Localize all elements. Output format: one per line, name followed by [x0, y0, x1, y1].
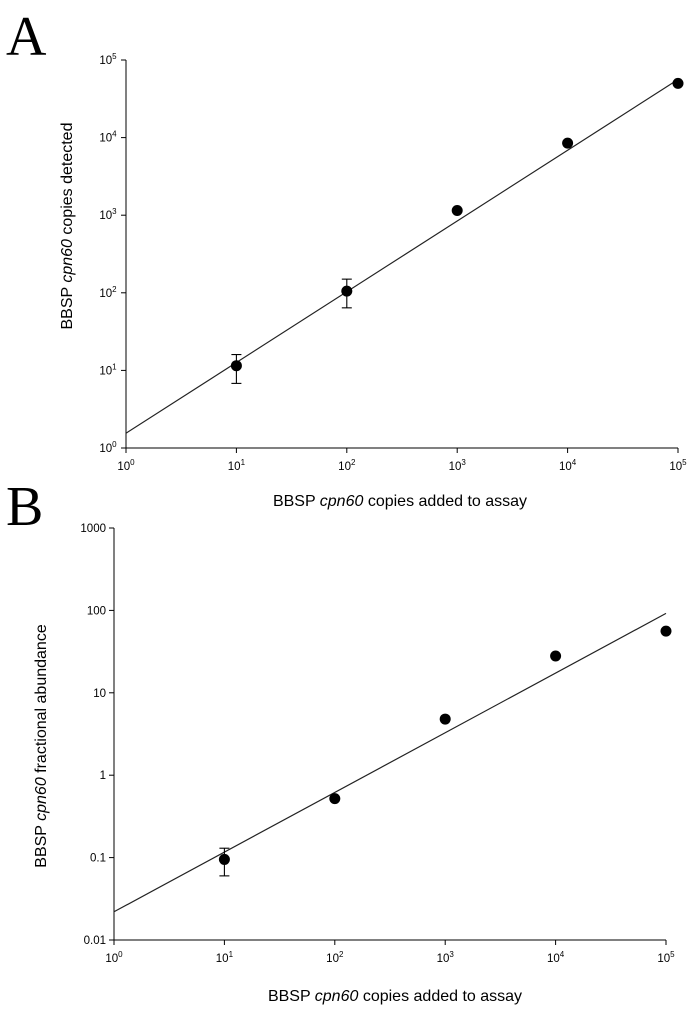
panel-b-y-tick-label: 10 [93, 688, 106, 700]
panel-a-x-axis-title: BBSP cpn60 copies added to assay [273, 493, 527, 510]
panel-b-x-tick-label: 103 [437, 950, 455, 965]
panel-a-y-tick-label: 103 [99, 207, 117, 222]
panel-b-data-point [329, 793, 341, 805]
panel-b-y-tick-label: 1 [100, 770, 106, 782]
panel-a-fit-line-group [125, 79, 679, 434]
panel-b-points [218, 625, 672, 877]
panel-a-y-tick-label: 100 [99, 440, 117, 455]
panel-a-data-point [562, 137, 574, 149]
panel-b-x-tick-label: 101 [216, 950, 234, 965]
panel-b-y-tick-label: 100 [87, 605, 106, 617]
panel-b-letter: B [6, 476, 43, 538]
panel-a-x-tick-label: 101 [228, 458, 246, 473]
panel-a-y-tick-label: 105 [99, 52, 117, 67]
panel-b: B 100 101 102 103 104 105 0.01 0.1 1 10 100 1000 BB… [6, 476, 675, 1005]
panel-a-data-point [341, 285, 353, 297]
panel-b-y-tick-label: 0.01 [84, 935, 106, 947]
panel-b-x-tick-label: 100 [105, 950, 123, 965]
panel-a-letter: A [6, 6, 47, 68]
panel-b-axes: 100 101 102 103 104 105 0.01 0.1 1 10 100 1000 [80, 523, 675, 965]
panel-b-y-tick-label: 0.1 [90, 853, 106, 865]
panel-b-fit-line-group [113, 612, 667, 913]
panel-a-x-tick-label: 105 [669, 458, 687, 473]
panel-a-data-point [672, 77, 684, 89]
panel-a-y-tick-label: 102 [99, 285, 117, 300]
panel-a-x-tick-label: 103 [449, 458, 467, 473]
panel-a-y-tick-label: 101 [99, 362, 117, 377]
panel-a-y-tick-label: 104 [99, 130, 117, 145]
panel-a-x-tick-label: 100 [117, 458, 135, 473]
panel-b-y-tick-label: 1000 [80, 523, 106, 535]
panel-a: A 100 101 102 103 104 105 100 101 102 103 104 105 B… [6, 6, 687, 510]
panel-b-fit-line [113, 612, 667, 913]
panel-a-x-tick-label: 102 [338, 458, 356, 473]
panel-b-x-tick-label: 105 [657, 950, 675, 965]
panel-b-x-tick-label: 102 [326, 950, 344, 965]
panel-a-fit-line [125, 79, 679, 434]
panel-b-data-point [218, 853, 230, 865]
panel-b-data-point [660, 625, 672, 637]
panel-a-points [230, 77, 684, 384]
panel-b-x-tick-label: 104 [547, 950, 565, 965]
panel-b-data-point [550, 650, 562, 662]
panel-a-data-point [451, 204, 463, 216]
panel-b-data-point [439, 713, 451, 725]
panel-b-y-axis-title: BBSP cpn60 fractional abundance [33, 624, 50, 868]
panel-a-axes: 100 101 102 103 104 105 100 101 102 103 104 105 [99, 52, 687, 473]
panel-a-y-axis-title: BBSP cpn60 copies detected [59, 123, 76, 330]
panel-a-data-point [230, 360, 242, 372]
panel-b-x-axis-title: BBSP cpn60 copies added to assay [268, 988, 522, 1005]
panel-a-x-tick-label: 104 [559, 458, 577, 473]
